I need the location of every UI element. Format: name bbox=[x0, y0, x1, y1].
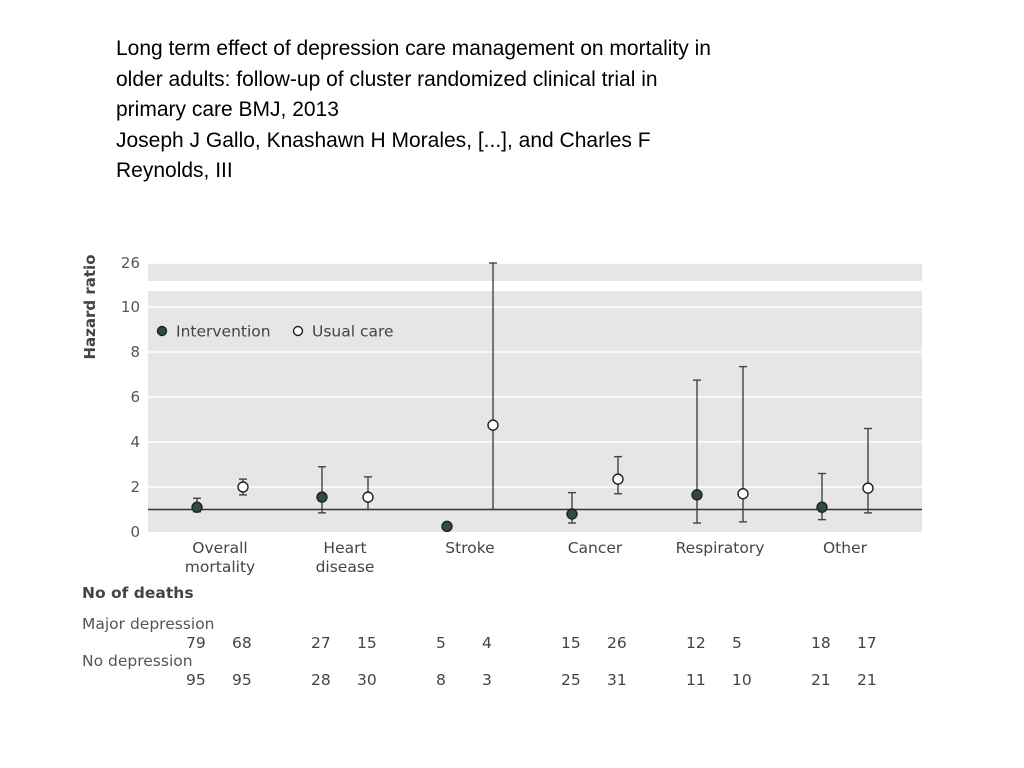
deaths-count: 3 bbox=[482, 671, 492, 689]
intervention-point bbox=[566, 508, 578, 520]
usual-care-point bbox=[862, 482, 874, 494]
category-label: Stroke bbox=[445, 539, 494, 557]
deaths-count: 28 bbox=[311, 671, 331, 689]
heading-line-4: Joseph J Gallo, Knashawn H Morales, [...… bbox=[116, 128, 651, 152]
y-tick-label: 4 bbox=[130, 433, 140, 451]
y-tick-label: 6 bbox=[130, 388, 140, 406]
category-label: mortality bbox=[185, 558, 255, 576]
deaths-count: 12 bbox=[686, 634, 706, 652]
deaths-count: 15 bbox=[357, 634, 377, 652]
deaths-count: 5 bbox=[732, 634, 742, 652]
deaths-count: 31 bbox=[607, 671, 627, 689]
legend: Intervention Usual care bbox=[156, 323, 394, 341]
deaths-count: 15 bbox=[561, 634, 581, 652]
y-tick-label: 10 bbox=[121, 298, 140, 316]
intervention-point bbox=[691, 489, 703, 501]
deaths-count: 17 bbox=[857, 634, 877, 652]
category-label: Heart bbox=[323, 539, 366, 557]
intervention-point bbox=[441, 520, 453, 533]
y-tick-label: 2 bbox=[130, 478, 140, 496]
slide-heading: Long term effect of depression care mana… bbox=[116, 34, 876, 187]
deaths-count: 95 bbox=[232, 671, 252, 689]
legend-label-intervention: Intervention bbox=[176, 323, 271, 341]
deaths-count: 11 bbox=[686, 671, 706, 689]
deaths-count: 8 bbox=[436, 671, 446, 689]
usual-care-point bbox=[737, 488, 749, 500]
y-axis-label: Hazard ratio bbox=[81, 254, 99, 359]
plot-background-lower bbox=[148, 291, 922, 532]
legend-label-usual-care: Usual care bbox=[312, 323, 394, 341]
category-label: Cancer bbox=[568, 539, 623, 557]
category-label: Other bbox=[823, 539, 868, 557]
heading-line-1: Long term effect of depression care mana… bbox=[116, 37, 711, 60]
deaths-count: 18 bbox=[811, 634, 831, 652]
deaths-count: 27 bbox=[311, 634, 331, 652]
deaths-count: 5 bbox=[436, 634, 446, 652]
deaths-count: 79 bbox=[186, 634, 206, 652]
intervention-point bbox=[191, 501, 203, 513]
plot-background-upper bbox=[148, 263, 922, 281]
legend-marker-usual-care bbox=[292, 325, 304, 337]
y-tick-label: 8 bbox=[130, 343, 140, 361]
grid-lines bbox=[148, 262, 922, 488]
data-points bbox=[191, 419, 874, 533]
usual-care-point bbox=[237, 481, 249, 493]
heading-line-5: Reynolds, III bbox=[116, 159, 233, 183]
category-label: Respiratory bbox=[676, 539, 765, 557]
heading-line-3: primary care BMJ, 2013 bbox=[116, 98, 339, 122]
deaths-table-title: No of deaths bbox=[82, 584, 194, 602]
deaths-count: 30 bbox=[357, 671, 377, 689]
y-tick-label: 0 bbox=[130, 523, 140, 541]
deaths-count: 26 bbox=[607, 634, 627, 652]
intervention-point bbox=[816, 501, 828, 513]
deaths-count: 68 bbox=[232, 634, 252, 652]
y-tick-label: 26 bbox=[121, 254, 140, 272]
heading-line-2: older adults: follow-up of cluster rando… bbox=[116, 67, 658, 91]
usual-care-point bbox=[362, 491, 374, 503]
deaths-count: 25 bbox=[561, 671, 581, 689]
y-axis-ticks: 0 2 4 6 8 10 26 bbox=[121, 254, 140, 541]
category-label: disease bbox=[316, 558, 375, 576]
category-label: Overall bbox=[192, 539, 247, 557]
legend-marker-intervention bbox=[156, 325, 168, 337]
deaths-row-label: No depression bbox=[82, 652, 193, 670]
deaths-count: 95 bbox=[186, 671, 206, 689]
usual-care-point bbox=[612, 473, 624, 485]
deaths-count: 4 bbox=[482, 634, 492, 652]
usual-care-point bbox=[487, 419, 499, 431]
deaths-count: 21 bbox=[857, 671, 877, 689]
intervention-point bbox=[316, 491, 328, 503]
deaths-row-label: Major depression bbox=[82, 615, 215, 633]
deaths-count: 21 bbox=[811, 671, 831, 689]
deaths-count: 10 bbox=[732, 671, 752, 689]
